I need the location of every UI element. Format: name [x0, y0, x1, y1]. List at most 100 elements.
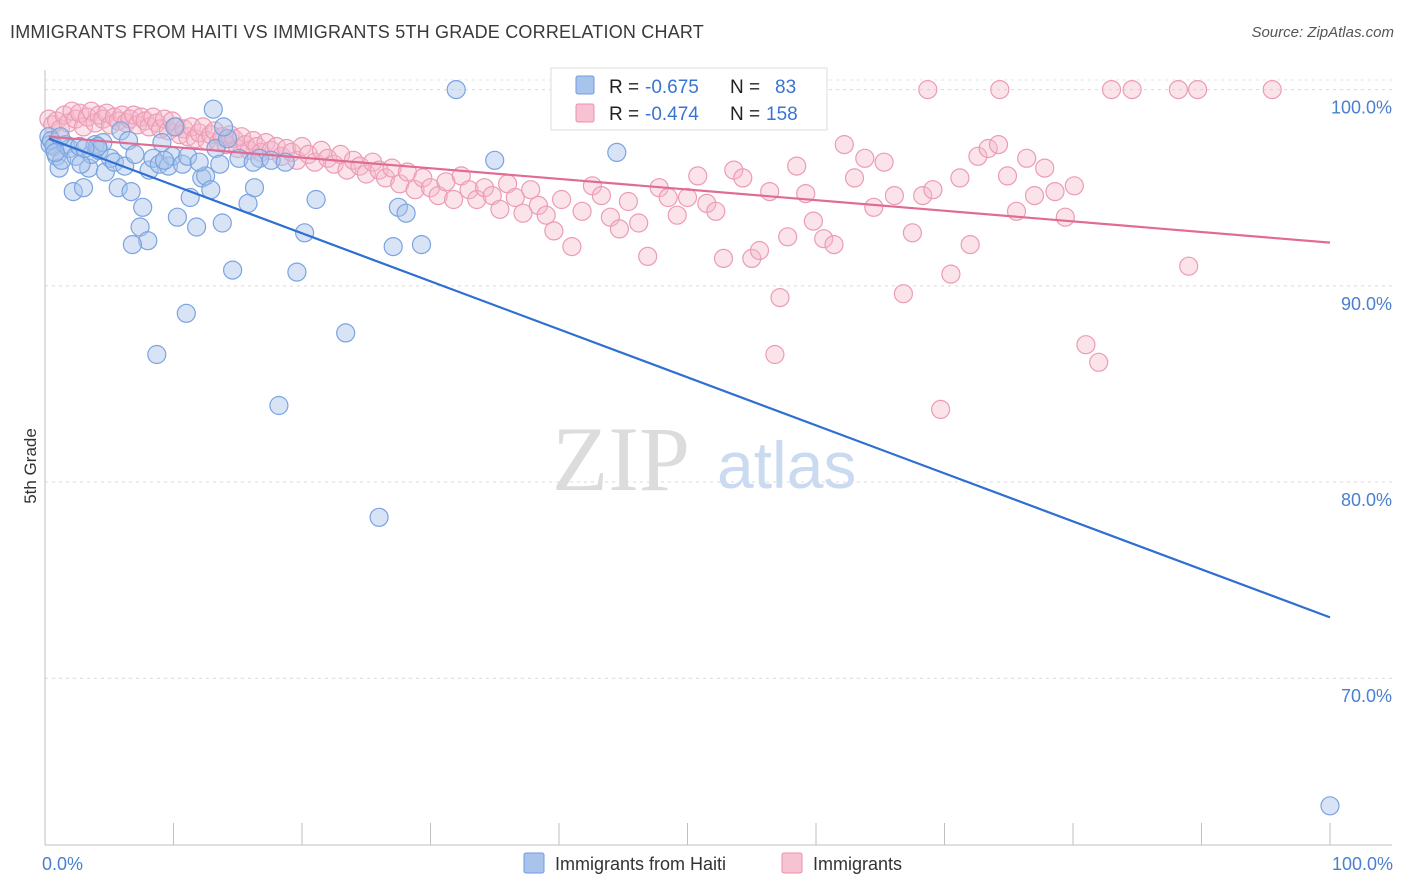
y-axis-title-group: 5th Grade	[21, 428, 40, 504]
point-haiti-22	[111, 121, 131, 141]
point-immigrants-9	[73, 117, 94, 137]
point-immigrants-22	[124, 105, 144, 125]
point-immigrants-164	[765, 344, 785, 365]
point-immigrants-153	[1064, 176, 1084, 196]
point-immigrants-36	[178, 127, 198, 147]
point-haiti-68	[446, 79, 466, 100]
point-haiti-67	[411, 235, 432, 255]
watermark-zip: ZIP	[552, 408, 690, 510]
point-haiti-52	[244, 178, 265, 198]
legend-r-label-haiti: R =	[609, 77, 639, 98]
point-haiti-6	[52, 150, 72, 170]
point-immigrants-151	[1045, 182, 1065, 202]
legend-n-label-immigrants: N =	[730, 104, 760, 125]
y-tick-label-1: 80.0%	[1341, 490, 1392, 510]
point-haiti-61	[147, 344, 167, 365]
point-immigrants-85	[444, 189, 464, 210]
point-haiti-75	[122, 235, 142, 255]
point-haiti-55	[269, 395, 289, 416]
point-immigrants-97	[536, 205, 556, 225]
point-immigrants-103	[591, 186, 612, 206]
point-immigrants-76	[375, 168, 396, 188]
point-haiti-76	[154, 150, 175, 170]
point-haiti-5	[49, 158, 69, 178]
point-immigrants-130	[844, 168, 865, 188]
point-haiti-36	[167, 207, 187, 227]
point-immigrants-101	[572, 201, 592, 221]
watermark: ZIP atlas	[552, 408, 856, 510]
point-immigrants-154	[1076, 335, 1096, 355]
y-axis-title: 5th Grade	[21, 428, 40, 504]
point-immigrants-138	[923, 180, 943, 200]
point-haiti-12	[73, 178, 94, 198]
point-immigrants-161	[1179, 256, 1199, 276]
point-immigrants-146	[997, 166, 1018, 186]
point-immigrants-105	[609, 219, 630, 239]
point-immigrants-115	[706, 201, 726, 221]
point-haiti-25	[121, 182, 141, 202]
bottom-legend-swatch-immigrants	[781, 852, 803, 874]
point-immigrants-155	[1089, 352, 1109, 372]
point-haiti-39	[176, 303, 196, 323]
point-haiti-48	[217, 129, 238, 149]
point-immigrants-134	[884, 186, 905, 206]
trend-lines	[48, 135, 1331, 619]
point-immigrants-159	[1187, 79, 1208, 100]
y-tick-label-3: 100.0%	[1331, 98, 1392, 118]
point-immigrants-143	[968, 146, 988, 166]
point-immigrants-116	[713, 248, 734, 268]
legend-frame	[550, 67, 828, 131]
legend-r-value-immigrants: -0.474	[645, 104, 699, 125]
x-tick-label-end: 100.0%	[1332, 854, 1393, 874]
point-haiti-78	[214, 117, 234, 137]
point-immigrants-152	[1055, 207, 1075, 227]
point-immigrants-149	[1024, 186, 1045, 206]
point-immigrants-95	[521, 180, 541, 200]
point-immigrants-29	[151, 119, 171, 139]
point-immigrants-126	[803, 211, 824, 231]
point-immigrants-140	[941, 264, 961, 284]
point-haiti-69	[485, 150, 505, 170]
point-haiti-62	[336, 323, 356, 343]
point-immigrants-124	[787, 156, 807, 176]
point-haiti-26	[125, 144, 145, 164]
point-immigrants-120	[749, 240, 770, 261]
bottom-legend-swatch-haiti	[523, 852, 545, 874]
point-immigrants-133	[874, 152, 894, 172]
bottom-legend-label-immigrants: Immigrants	[813, 854, 902, 874]
trendline-immigrants	[48, 135, 1331, 244]
point-haiti-28	[133, 197, 153, 217]
point-immigrants-131	[855, 148, 875, 168]
point-immigrants-160	[1262, 79, 1282, 100]
point-immigrants-96	[528, 195, 549, 215]
point-haiti-46	[210, 154, 230, 174]
point-immigrants-122	[770, 288, 790, 308]
trendline-haiti	[48, 137, 1331, 619]
point-haiti-63	[369, 507, 389, 527]
point-haiti-60	[203, 99, 223, 119]
point-immigrants-118	[733, 168, 753, 188]
point-haiti-82	[45, 142, 65, 162]
x-tick-label-start: 0.0%	[42, 854, 83, 874]
point-haiti-80	[165, 117, 185, 137]
point-immigrants-106	[618, 191, 639, 212]
point-immigrants-100	[562, 237, 582, 257]
point-immigrants-145	[988, 135, 1009, 155]
legend-swatch-haiti	[575, 75, 595, 95]
point-immigrants-128	[824, 235, 844, 255]
point-immigrants-150	[1035, 158, 1055, 178]
point-immigrants-142	[960, 235, 980, 255]
point-immigrants-127	[814, 229, 834, 249]
data-points	[39, 79, 1340, 816]
point-haiti-29	[138, 231, 158, 251]
point-immigrants-141	[950, 168, 970, 188]
point-haiti-66	[396, 203, 416, 223]
legend-n-value-haiti: 83	[775, 77, 796, 98]
point-immigrants-158	[1168, 79, 1189, 100]
point-immigrants-98	[544, 221, 564, 241]
point-haiti-64	[383, 237, 403, 257]
point-haiti-70	[607, 142, 627, 162]
legend-swatch-immigrants	[575, 103, 595, 123]
legend-n-value-immigrants: 158	[766, 104, 798, 125]
point-immigrants-73	[356, 164, 376, 184]
